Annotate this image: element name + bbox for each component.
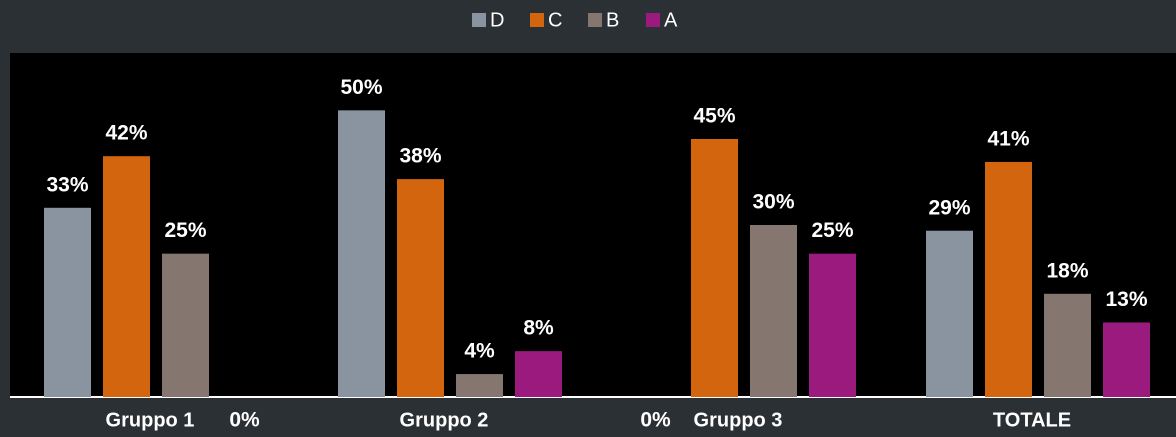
legend-label: B [606,9,619,31]
data-label: 13% [1105,288,1147,311]
bar [750,225,797,397]
bar [1044,293,1091,397]
bar [338,110,385,397]
legend-swatch [588,13,602,27]
data-label: 50% [340,76,382,99]
legend-swatch [646,13,660,27]
x-tick-label: Gruppo 1 [106,409,195,431]
bar [103,156,150,397]
bar [691,139,738,397]
legend-label: C [548,9,562,31]
bar [397,179,444,397]
bar [515,351,562,397]
bar [44,207,91,397]
bar [809,253,856,397]
data-label: 25% [164,219,206,242]
bar [162,253,209,397]
data-label: 8% [523,317,554,340]
data-label: 33% [46,173,88,196]
data-label: 0% [640,409,671,432]
data-label: 41% [987,127,1029,150]
legend-swatch [530,13,544,27]
x-tick-label: TOTALE [993,409,1071,431]
x-tick-label: Gruppo 2 [400,409,489,431]
data-label: 25% [811,219,853,242]
data-label: 0% [229,409,260,432]
bar [926,230,973,397]
data-label: 45% [693,105,735,128]
data-label: 30% [752,191,794,214]
data-label: 38% [399,145,441,168]
bar [1103,322,1150,397]
data-label: 4% [464,340,495,363]
x-tick-label: Gruppo 3 [694,409,783,431]
bar [456,374,503,397]
legend-label: D [490,9,504,31]
data-label: 18% [1046,259,1088,282]
data-label: 29% [928,196,970,219]
legend-label: A [664,9,678,31]
legend-swatch [472,13,486,27]
data-label: 42% [105,122,147,145]
bar [985,161,1032,397]
